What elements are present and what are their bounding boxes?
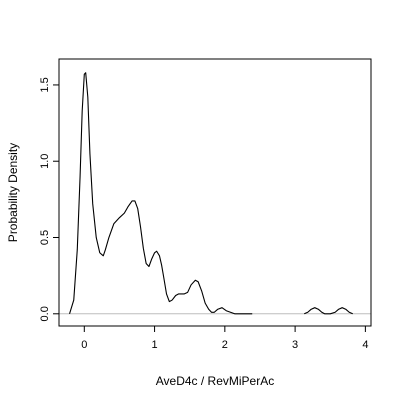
y-tick-label: 1.0 (39, 154, 51, 169)
y-axis: 0.0 0.5 1.0 1.5 (39, 77, 60, 321)
x-axis: 0 1 2 3 4 (81, 325, 368, 351)
x-tick-label: 1 (152, 339, 158, 351)
y-axis-title: Probability Density (6, 143, 20, 242)
x-tick-label: 4 (362, 339, 368, 351)
y-tick-label: 0.0 (39, 306, 51, 321)
density-curve-2 (304, 307, 353, 315)
x-axis-title: AveD4c / RevMiPerAc (156, 374, 274, 388)
density-curve-1 (69, 72, 253, 315)
series-layer (69, 72, 353, 315)
x-tick-label: 3 (292, 339, 298, 351)
x-tick-label: 0 (81, 339, 87, 351)
y-tick-label: 0.5 (39, 230, 51, 245)
y-tick-label: 1.5 (39, 77, 51, 92)
x-tick-label: 2 (222, 339, 228, 351)
